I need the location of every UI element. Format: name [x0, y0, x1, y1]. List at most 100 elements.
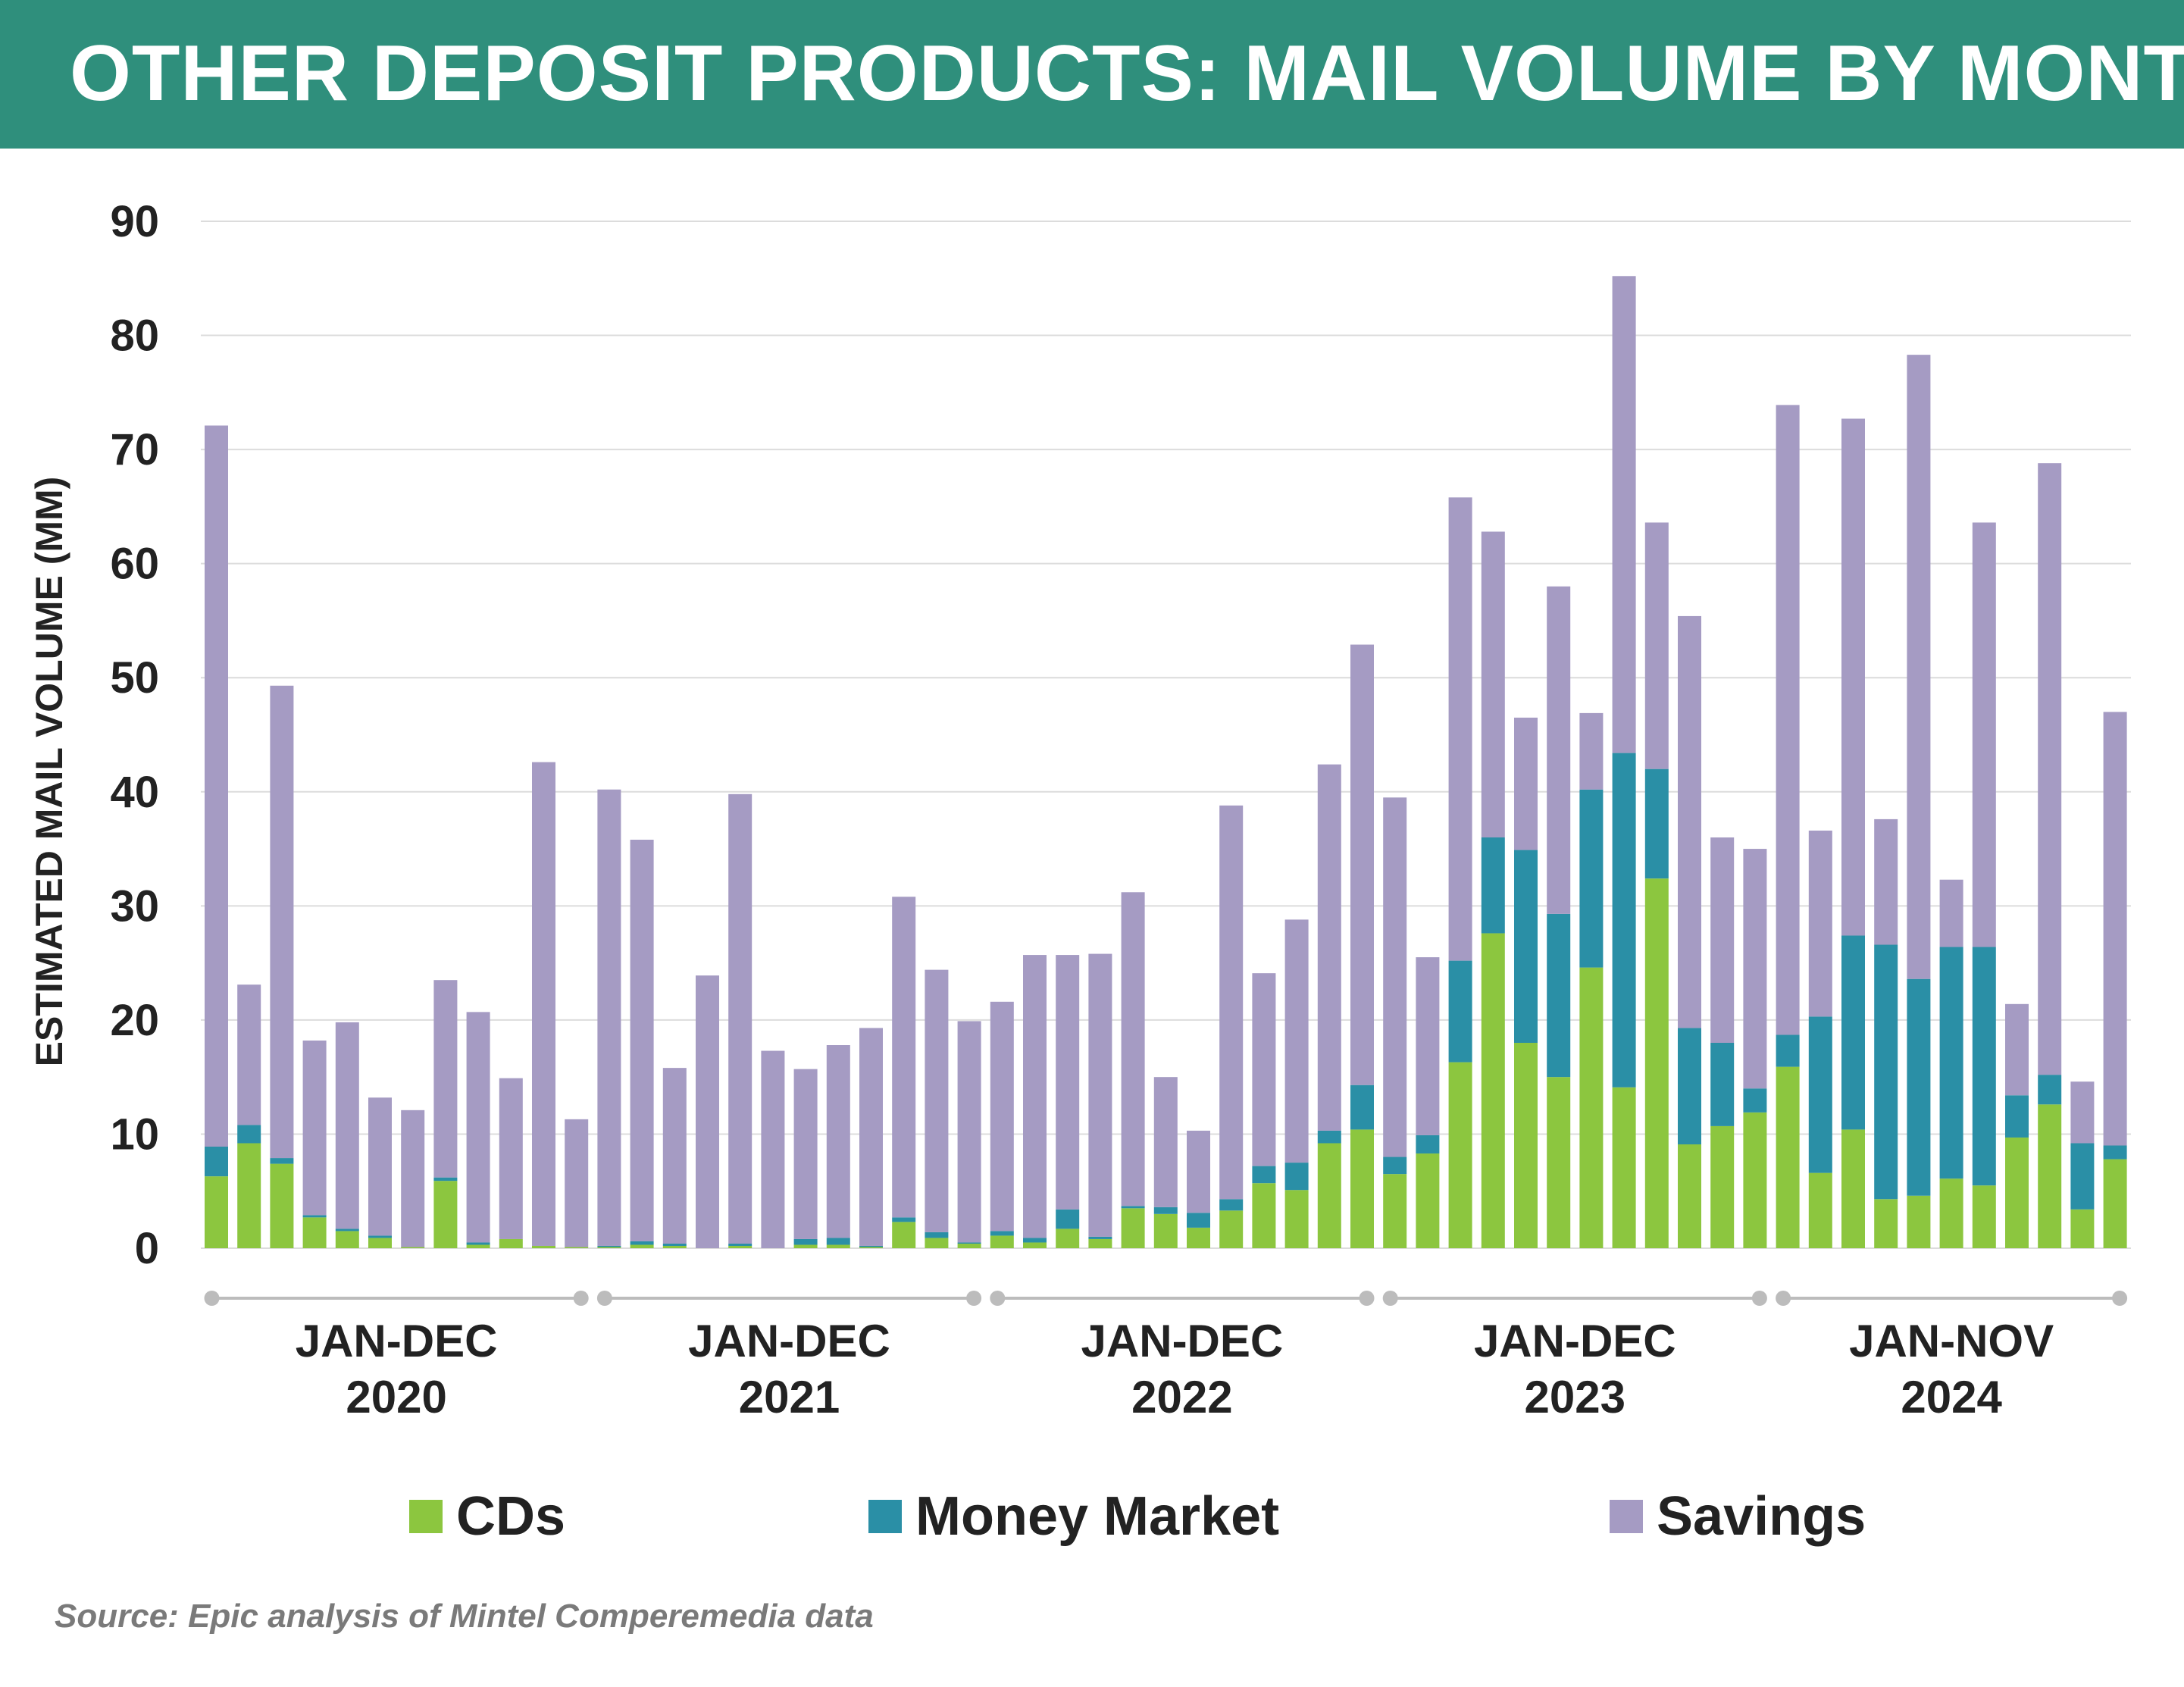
bar-money-market-1 [237, 1125, 261, 1144]
bar-money-market-24 [990, 1231, 1014, 1236]
year-group-label-year: 2020 [346, 1372, 446, 1423]
bar-cds-46 [1710, 1125, 1735, 1248]
bar-cds-7 [433, 1181, 458, 1248]
bar-money-market-28 [1121, 1206, 1145, 1209]
bar-money-market-4 [335, 1228, 359, 1232]
bar-cds-14 [662, 1245, 687, 1248]
bar-money-market-31 [1219, 1199, 1244, 1211]
bar-cds-1 [237, 1143, 261, 1248]
bar-cds-6 [401, 1247, 425, 1248]
bar-money-market-42 [1579, 789, 1604, 968]
bar-cds-23 [957, 1243, 981, 1248]
year-group-dot-start [596, 1291, 612, 1306]
bar-cds-21 [892, 1222, 916, 1248]
year-group-label-year: 2024 [1901, 1372, 2002, 1423]
year-group-dot-start [990, 1291, 1006, 1306]
bar-savings-28 [1121, 892, 1145, 1207]
year-group-dot-start [1776, 1291, 1791, 1306]
bar-cds-58 [2103, 1159, 2127, 1248]
bar-savings-6 [401, 1110, 425, 1247]
y-tick-label: 0 [135, 1224, 159, 1273]
bar-money-market-12 [597, 1245, 621, 1247]
bar-savings-4 [335, 1022, 359, 1229]
bar-cds-11 [565, 1247, 589, 1248]
year-group-label-year: 2022 [1131, 1372, 1232, 1423]
legend: CDs Money Market Savings [0, 1485, 2184, 1554]
bar-cds-13 [630, 1244, 654, 1248]
bar-savings-34 [1317, 764, 1341, 1131]
bar-money-market-27 [1088, 1236, 1112, 1239]
bar-savings-37 [1416, 957, 1440, 1135]
y-tick-label: 40 [110, 768, 159, 817]
bar-cds-38 [1448, 1062, 1472, 1248]
bar-savings-16 [728, 793, 753, 1244]
year-group-label-range: JAN-DEC [296, 1316, 498, 1366]
bar-savings-24 [990, 1001, 1014, 1232]
y-tick-label: 70 [110, 425, 159, 474]
bar-savings-41 [1547, 586, 1571, 914]
y-tick-label: 60 [110, 540, 159, 589]
bar-savings-39 [1481, 531, 1505, 837]
bar-savings-33 [1284, 919, 1309, 1163]
bar-savings-52 [1907, 355, 1931, 979]
bar-savings-26 [1056, 955, 1080, 1210]
bar-savings-57 [2070, 1081, 2095, 1144]
bar-cds-41 [1547, 1077, 1571, 1248]
year-group-dot-end [2112, 1291, 2128, 1306]
bar-savings-17 [761, 1050, 785, 1248]
bar-money-market-13 [630, 1241, 654, 1245]
bar-money-market-54 [1972, 947, 1996, 1186]
bar-cds-4 [335, 1231, 359, 1248]
bar-money-market-22 [925, 1232, 949, 1238]
bar-savings-10 [532, 762, 555, 1246]
bar-money-market-18 [793, 1238, 818, 1245]
bar-cds-50 [1841, 1129, 1865, 1248]
bar-savings-3 [302, 1040, 327, 1216]
bar-cds-9 [499, 1238, 523, 1248]
bar-cds-45 [1678, 1144, 1701, 1248]
bar-money-market-32 [1252, 1166, 1276, 1184]
bar-cds-3 [302, 1217, 327, 1248]
bar-savings-23 [957, 1021, 981, 1243]
bar-savings-40 [1514, 717, 1538, 850]
bar-cds-42 [1579, 967, 1604, 1248]
stacked-bar-chart: 0 10 20 30 40 50 60 70 80 90 ESTIMATED MAIL VOLUM… [28, 197, 2131, 1423]
bar-money-market-40 [1514, 850, 1538, 1043]
bar-cds-52 [1907, 1195, 1931, 1248]
bars [205, 276, 2127, 1248]
bar-money-market-58 [2103, 1145, 2127, 1160]
bar-savings-2 [270, 685, 294, 1159]
legend-swatch-money-market [868, 1500, 902, 1533]
bar-money-market-5 [368, 1235, 392, 1238]
bar-cds-27 [1088, 1238, 1112, 1248]
bar-savings-45 [1678, 615, 1701, 1028]
bar-savings-55 [2005, 1003, 2029, 1096]
bar-cds-16 [728, 1245, 753, 1248]
bar-savings-44 [1644, 522, 1669, 769]
bar-cds-33 [1284, 1190, 1309, 1248]
title-banner: OTHER DEPOSIT PRODUCTS: MAIL VOLUME BY M… [0, 0, 2184, 149]
year-group-label-range: JAN-NOV [1849, 1316, 2054, 1366]
bar-savings-42 [1579, 712, 1604, 790]
bar-money-market-35 [1350, 1084, 1374, 1130]
bar-savings-20 [859, 1028, 883, 1246]
bar-money-market-0 [205, 1147, 228, 1177]
year-group-label-range: JAN-DEC [688, 1316, 890, 1366]
bar-money-market-55 [2005, 1095, 2029, 1138]
y-tick-label: 50 [110, 653, 159, 703]
bar-cds-40 [1514, 1043, 1538, 1248]
bar-cds-39 [1481, 933, 1505, 1248]
year-group-dot-end [966, 1291, 982, 1306]
bar-money-market-19 [826, 1238, 850, 1245]
bar-money-market-51 [1874, 944, 1898, 1200]
bar-money-market-23 [957, 1242, 981, 1244]
y-tick-label: 90 [110, 197, 159, 246]
legend-item-cds: CDs [409, 1485, 565, 1548]
year-group-dot-end [1359, 1291, 1375, 1306]
bar-savings-12 [597, 789, 621, 1246]
bar-money-market-49 [1808, 1016, 1832, 1173]
page-title: OTHER DEPOSIT PRODUCTS: MAIL VOLUME BY M… [70, 30, 2184, 117]
bar-money-market-36 [1383, 1156, 1407, 1175]
bar-cds-32 [1252, 1183, 1276, 1248]
bar-money-market-34 [1317, 1130, 1341, 1144]
